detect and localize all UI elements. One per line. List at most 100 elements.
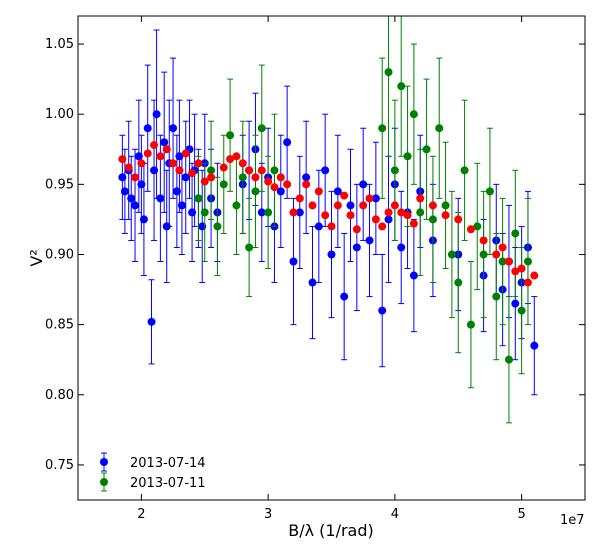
data-point <box>264 208 273 217</box>
data-point <box>308 201 317 210</box>
data-point <box>257 166 266 175</box>
data-point <box>403 152 412 161</box>
data-point <box>321 211 330 220</box>
data-point <box>340 191 349 200</box>
data-point <box>177 201 186 210</box>
data-point <box>302 173 311 182</box>
data-point <box>139 215 148 224</box>
data-point <box>352 243 361 252</box>
data-point <box>308 278 317 287</box>
data-point <box>245 166 254 175</box>
y-axis-label: V² <box>27 249 46 266</box>
data-point <box>365 194 374 203</box>
legend-marker <box>100 458 108 466</box>
data-point <box>232 201 241 210</box>
data-point <box>378 222 387 231</box>
data-point <box>147 317 156 326</box>
series-3 <box>118 141 539 287</box>
data-point <box>276 187 285 196</box>
data-point <box>181 173 190 182</box>
y-tick-label: 0.80 <box>45 388 74 403</box>
data-point <box>523 257 532 266</box>
data-point <box>517 306 526 315</box>
data-point <box>169 124 178 133</box>
data-point <box>257 124 266 133</box>
data-point <box>327 250 336 259</box>
x-tick-label: 5 <box>517 507 525 522</box>
data-point <box>194 159 203 168</box>
data-point <box>378 306 387 315</box>
data-point <box>226 131 235 140</box>
data-point <box>150 166 159 175</box>
data-point <box>530 341 539 350</box>
data-point <box>416 194 425 203</box>
data-point <box>403 211 412 220</box>
data-point <box>327 222 336 231</box>
data-point <box>251 187 260 196</box>
data-point <box>428 201 437 210</box>
y-tick-label: 1.00 <box>45 107 74 122</box>
data-point <box>283 138 292 147</box>
data-point <box>511 267 520 276</box>
data-point <box>390 166 399 175</box>
data-point <box>314 222 323 231</box>
data-point <box>340 292 349 301</box>
data-point <box>441 201 450 210</box>
data-point <box>150 141 159 150</box>
data-point <box>422 145 431 154</box>
data-point <box>454 278 463 287</box>
data-point <box>200 177 209 186</box>
data-point <box>454 215 463 224</box>
x-tick-label: 4 <box>391 507 399 522</box>
y-tick-label: 0.85 <box>45 318 74 333</box>
data-point <box>416 208 425 217</box>
data-point <box>257 208 266 217</box>
data-point <box>137 180 146 189</box>
data-point <box>238 173 247 182</box>
data-point <box>283 180 292 189</box>
data-point <box>409 219 418 228</box>
data-point <box>359 201 368 210</box>
data-point <box>276 173 285 182</box>
data-point <box>295 208 304 217</box>
data-point <box>473 222 482 231</box>
data-point <box>492 250 501 259</box>
data-point <box>238 159 247 168</box>
legend-marker <box>100 478 108 486</box>
plot-area <box>118 16 539 424</box>
data-point <box>134 152 143 161</box>
data-point <box>213 222 222 231</box>
data-point <box>219 163 228 172</box>
data-point <box>226 155 235 164</box>
data-point <box>517 264 526 273</box>
x-axis-label: B/λ (1/rad) <box>288 521 374 540</box>
data-point <box>441 211 450 220</box>
data-point <box>124 163 133 172</box>
data-point <box>498 243 507 252</box>
data-point <box>397 243 406 252</box>
data-point <box>435 124 444 133</box>
data-point <box>118 173 127 182</box>
data-point <box>346 201 355 210</box>
data-point <box>504 355 513 364</box>
data-point <box>194 194 203 203</box>
data-point <box>409 110 418 119</box>
data-point <box>504 257 513 266</box>
data-point <box>207 166 216 175</box>
data-point <box>333 187 342 196</box>
data-point <box>143 149 152 158</box>
data-point <box>162 145 171 154</box>
y-tick-label: 0.75 <box>45 458 74 473</box>
data-point <box>409 271 418 280</box>
data-point <box>152 110 161 119</box>
data-point <box>371 194 380 203</box>
data-point <box>200 208 209 217</box>
legend-label: 2013-07-14 <box>130 456 206 471</box>
y-tick-label: 0.90 <box>45 247 74 262</box>
data-point <box>384 208 393 217</box>
legend-label: 2013-07-11 <box>130 476 206 491</box>
data-point <box>447 250 456 259</box>
data-point <box>498 257 507 266</box>
data-point <box>390 201 399 210</box>
